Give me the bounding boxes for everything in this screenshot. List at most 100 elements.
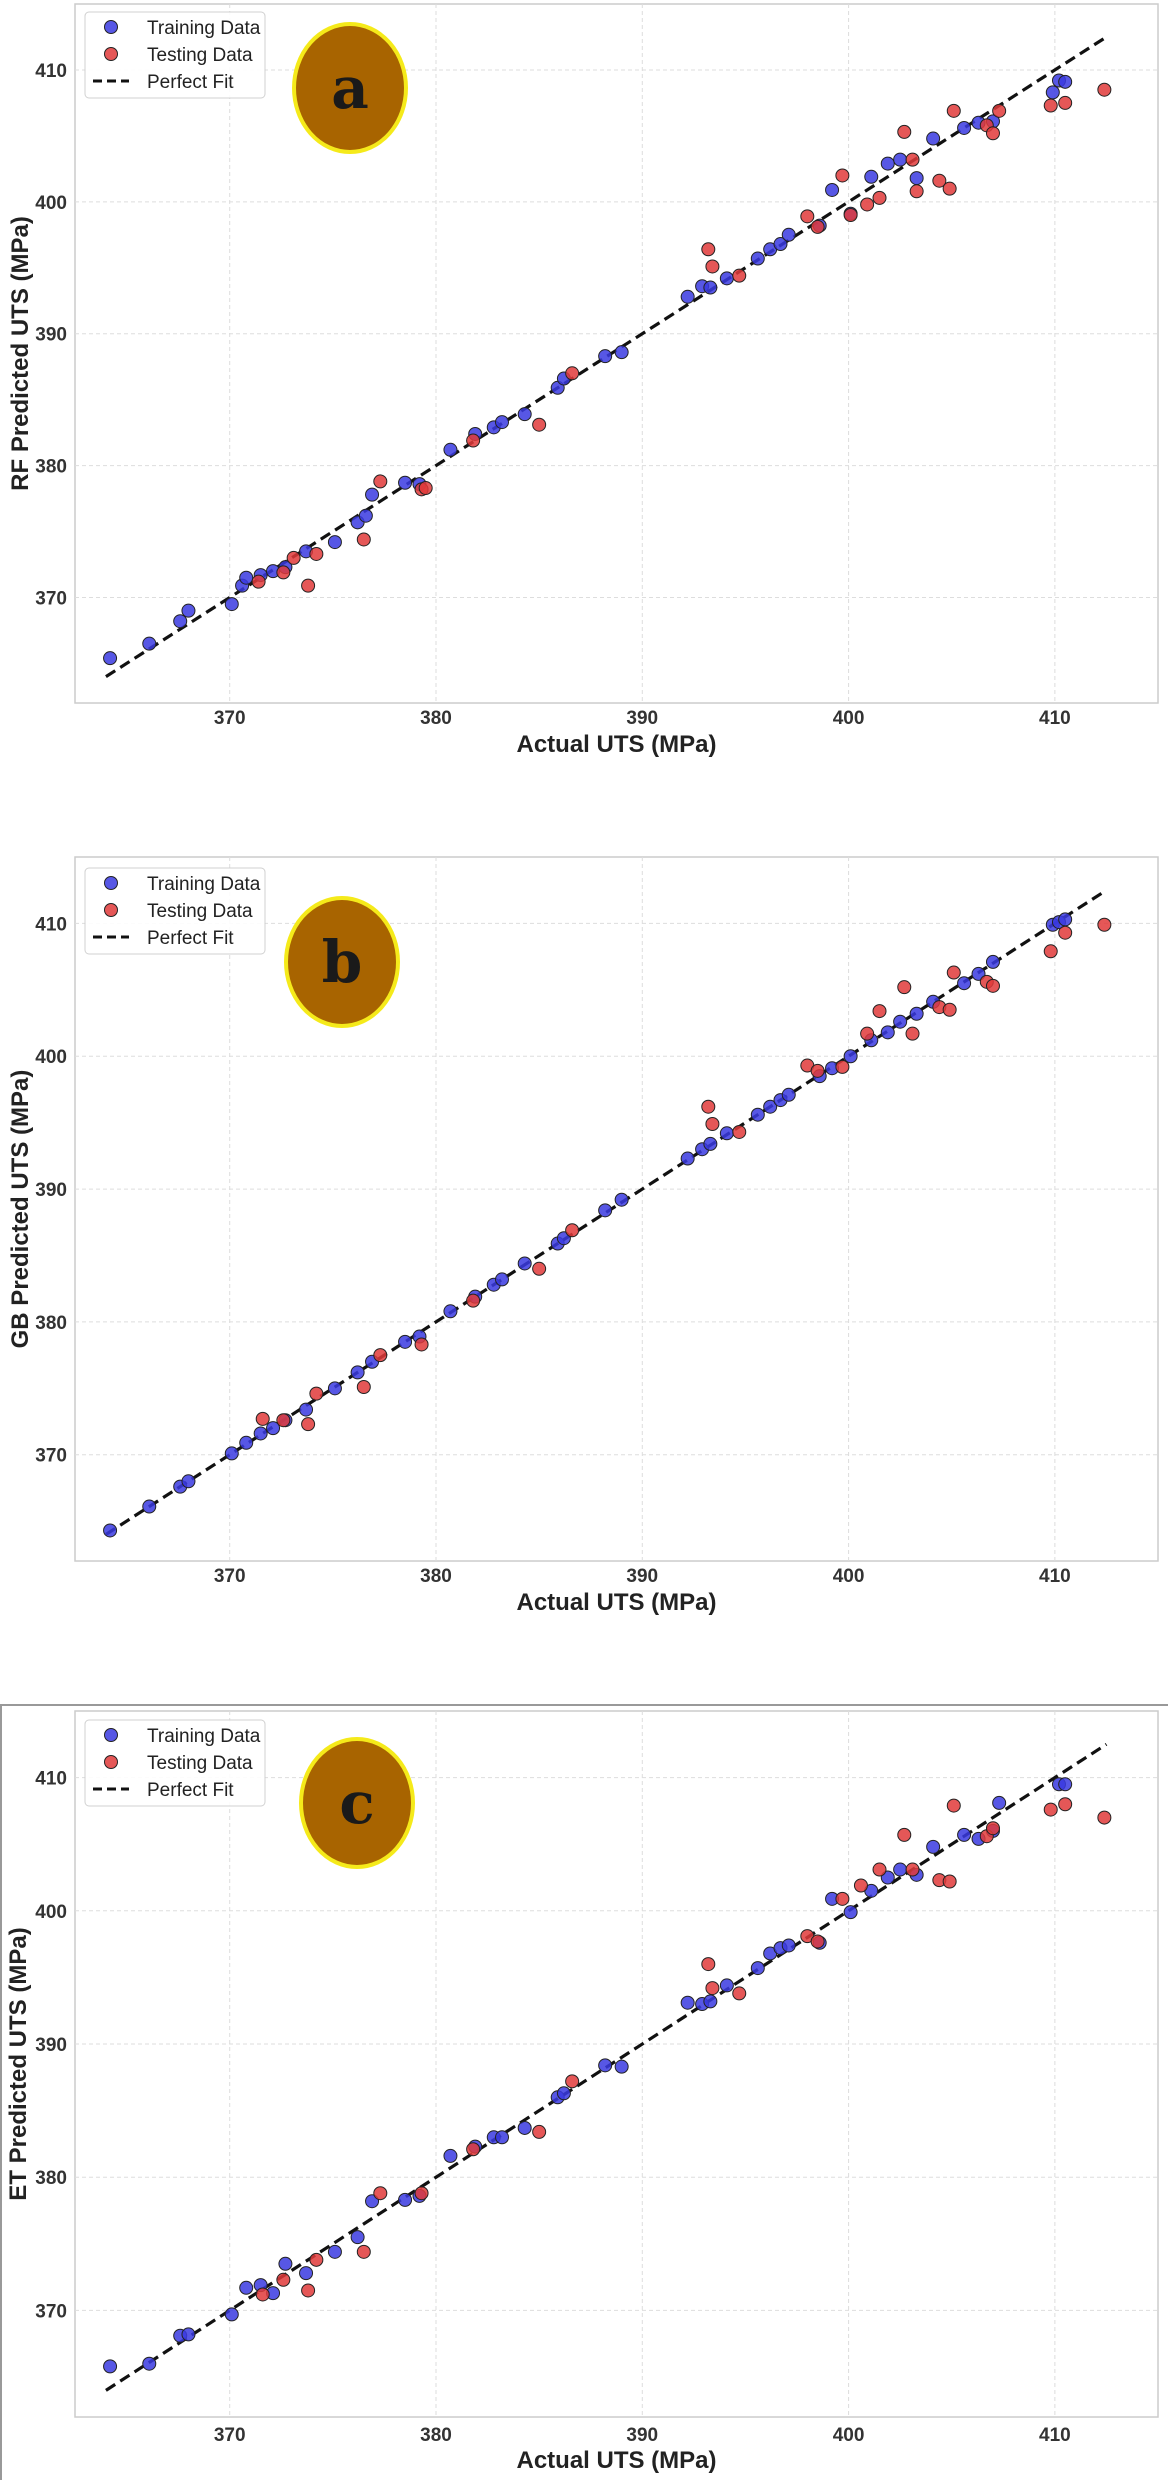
y-tick-label: 370	[35, 1446, 67, 1467]
training-point	[614, 2059, 629, 2074]
x-tick-label: 370	[214, 708, 246, 729]
testing-point	[853, 1878, 868, 1893]
testing-point	[286, 550, 301, 565]
training-point	[957, 1827, 972, 1842]
testing-point	[565, 2074, 580, 2089]
y-axis-label: ET Predicted UTS (MPa)	[5, 1927, 32, 2200]
legend-box	[84, 867, 266, 955]
training-point	[350, 1365, 365, 1380]
training-point	[517, 407, 532, 422]
testing-point	[909, 184, 924, 199]
testing-point	[276, 565, 291, 580]
training-point	[142, 2356, 157, 2371]
training-point	[893, 1862, 908, 1877]
testing-point	[835, 168, 850, 183]
y-tick-label: 370	[35, 2301, 67, 2322]
testing-point	[835, 1059, 850, 1074]
training-point	[443, 2148, 458, 2163]
testing-point	[309, 546, 324, 561]
legend-box	[84, 11, 266, 99]
training-point	[181, 2327, 196, 2342]
y-tick-label: 390	[35, 1180, 67, 1201]
training-point	[398, 475, 413, 490]
training-point	[750, 1107, 765, 1122]
x-tick-label: 400	[833, 1566, 865, 1587]
training-point	[556, 2086, 571, 2101]
x-tick-label: 390	[626, 2425, 658, 2446]
testing-point	[276, 1413, 291, 1428]
testing-point	[860, 197, 875, 212]
testing-point	[1043, 944, 1058, 959]
testing-point	[418, 481, 433, 496]
training-point	[703, 1136, 718, 1151]
training-point	[266, 1421, 281, 1436]
training-point	[719, 1978, 734, 1993]
training-point	[825, 182, 840, 197]
testing-point	[373, 2186, 388, 2201]
training-point	[495, 2130, 510, 2145]
testing-point	[1058, 925, 1073, 940]
testing-point	[905, 1026, 920, 1041]
training-point	[495, 1272, 510, 1287]
training-point	[843, 1905, 858, 1920]
testing-point	[1058, 1797, 1073, 1812]
training-point	[239, 1435, 254, 1450]
testing-point	[897, 1827, 912, 1842]
training-point	[253, 1426, 268, 1441]
testing-point	[414, 1337, 429, 1352]
legend-training-marker	[104, 20, 118, 34]
x-tick-label: 380	[420, 1566, 452, 1587]
panel-badge	[284, 896, 400, 1028]
training-point	[224, 597, 239, 612]
legend-entry: Training Data	[147, 18, 261, 39]
legend-entry: Perfect Fit	[147, 928, 234, 949]
testing-point	[985, 978, 1000, 993]
training-point	[278, 2256, 293, 2271]
testing-point	[532, 2124, 547, 2139]
panel-c: 370 380 390 400 410 370 380 390 400 410 Actual UTS…	[5, 1710, 1159, 2474]
y-tick-label: 410	[35, 1769, 67, 1790]
testing-point	[532, 417, 547, 432]
training-point	[327, 1381, 342, 1396]
training-point	[893, 152, 908, 167]
y-tick-label: 390	[35, 325, 67, 346]
training-point	[224, 1446, 239, 1461]
testing-point	[565, 366, 580, 381]
x-axis-label: Actual UTS (MPa)	[516, 1589, 716, 1616]
legend-entry: Perfect Fit	[147, 72, 234, 93]
x-axis-label: Actual UTS (MPa)	[516, 731, 716, 758]
testing-point	[860, 1026, 875, 1041]
testing-point	[466, 2142, 481, 2157]
legend-testing-marker	[104, 1755, 118, 1769]
testing-point	[705, 259, 720, 274]
legend-entry: Perfect Fit	[147, 1780, 234, 1801]
testing-point	[942, 1874, 957, 1889]
testing-point	[905, 1862, 920, 1877]
testing-point	[946, 1798, 961, 1813]
y-tick-label: 400	[35, 1902, 67, 1923]
testing-point	[701, 1957, 716, 1972]
y-axis-label: GB Predicted UTS (MPa)	[7, 1070, 34, 1349]
testing-point	[897, 124, 912, 139]
training-point	[719, 271, 734, 286]
x-tick-label: 370	[214, 1566, 246, 1587]
panel-badge	[299, 1737, 415, 1869]
y-tick-label: 390	[35, 2035, 67, 2056]
training-point	[1058, 912, 1073, 927]
training-point	[1058, 1777, 1073, 1792]
training-point	[864, 169, 879, 184]
testing-point	[705, 1116, 720, 1131]
panel-b: 370 380 390 400 410 370 380 390 400 410 Actual UTS…	[7, 856, 1159, 1616]
training-point	[781, 1087, 796, 1102]
testing-point	[897, 980, 912, 995]
testing-point	[800, 209, 815, 224]
training-point	[398, 1334, 413, 1349]
testing-point	[942, 181, 957, 196]
testing-point	[810, 219, 825, 234]
y-tick-label: 400	[35, 1047, 67, 1068]
testing-point	[732, 1124, 747, 1139]
testing-point	[1097, 1810, 1112, 1825]
testing-point	[356, 532, 371, 547]
training-point	[614, 1192, 629, 1207]
testing-point	[301, 578, 316, 593]
